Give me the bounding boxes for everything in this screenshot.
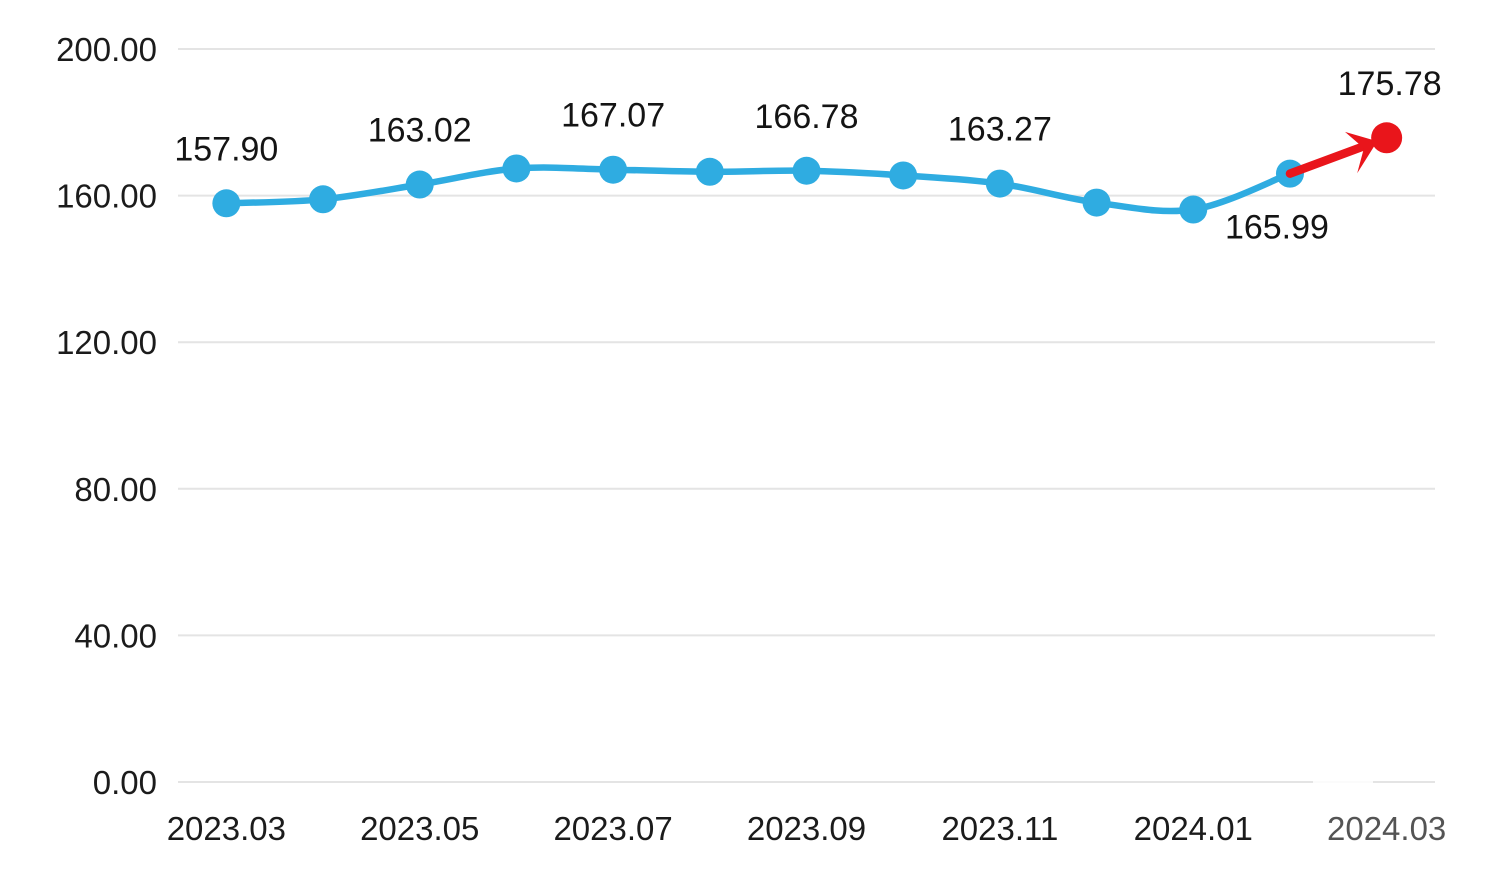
highlight-point [1371,122,1403,154]
y-axis-tick-label: 0.00 [93,764,157,801]
data-point-label: 165.99 [1225,209,1329,247]
data-point-marker [309,185,338,214]
y-axis-labels-group: 200.00 160.00 120.00 80.00 40.00 0.00 [56,31,157,801]
x-axis-tick-label: 2023.03 [167,810,286,847]
data-point-label: 166.78 [755,98,859,136]
data-point-marker [599,155,628,184]
data-point-marker [985,169,1014,198]
point-labels-group: 157.90 163.02 167.07 166.78 163.27 165.99 175.… [174,65,1441,247]
x-axis-tick-label: 2023.11 [941,810,1058,847]
x-axis-tick-label: 2024.03 [1327,810,1446,847]
x-axis-labels-group: 2023.03 2023.05 2023.07 2023.09 2023.11 2024.… [167,810,1447,847]
data-point-label: 167.07 [561,97,665,135]
data-point-label: 157.90 [174,130,278,168]
data-point-marker [695,157,724,186]
data-point-marker [1179,195,1208,224]
data-point-label: 175.78 [1338,65,1442,103]
gridlines-group [178,48,1435,783]
data-point-marker [889,161,918,190]
x-axis-tick-label: 2023.09 [747,810,866,847]
data-point-marker [792,156,821,185]
y-axis-tick-label: 120.00 [56,324,157,361]
data-point-label: 163.02 [368,112,472,150]
watermark-overlay [1302,788,1472,850]
trend-arrowhead [1345,131,1378,174]
data-point-marker [502,154,531,183]
y-axis-tick-label: 40.00 [74,617,157,654]
y-axis-tick-label: 160.00 [56,178,157,215]
y-axis-tick-label: 200.00 [56,31,157,68]
x-axis-tick-label: 2023.05 [360,810,479,847]
x-axis-tick-label: 2024.01 [1134,810,1253,847]
data-point-marker [212,189,241,218]
highlight-group [1285,122,1403,178]
series-line [223,164,1294,215]
data-point-label: 163.27 [948,111,1052,149]
x-axis-tick-label: 2023.07 [553,810,672,847]
y-axis-tick-label: 80.00 [74,471,157,508]
trend-arrow-shaft [1285,141,1369,178]
watermark-patch [1313,772,1373,788]
series-group [212,154,1304,224]
data-point-marker [405,170,434,199]
data-point-marker [1082,188,1111,217]
